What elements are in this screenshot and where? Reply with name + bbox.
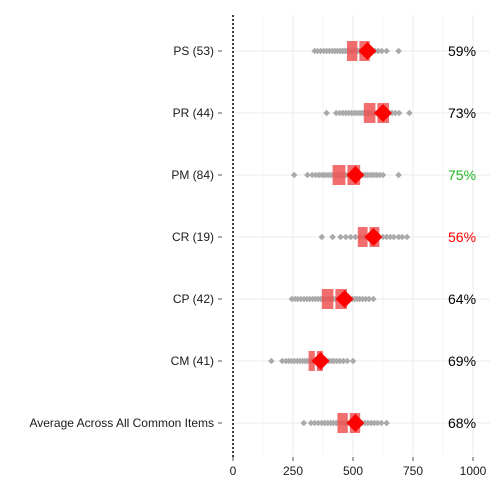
data-point <box>342 233 350 241</box>
percent-label: 59% <box>448 43 476 59</box>
interval-box-left <box>347 41 358 61</box>
data-point <box>386 233 394 241</box>
row-label: PR (44) <box>173 106 214 120</box>
mean-marker <box>346 166 365 184</box>
data-point <box>378 419 385 427</box>
data-point <box>379 233 387 241</box>
mean-marker <box>311 352 330 370</box>
data-point <box>340 357 347 365</box>
interval-box-left <box>337 413 348 433</box>
mean-marker <box>364 228 383 246</box>
data-point <box>304 171 311 179</box>
data-point <box>307 419 315 427</box>
data-point <box>347 233 354 241</box>
data-point <box>314 419 322 427</box>
axis-layer: 0 250 500 750 1000 <box>218 15 487 478</box>
data-point <box>332 109 340 117</box>
data-point <box>378 47 386 55</box>
data-point <box>308 171 316 179</box>
data-point <box>268 357 275 365</box>
data-point <box>365 295 373 303</box>
data-point <box>403 233 411 241</box>
data-point <box>370 419 378 427</box>
data-point <box>391 109 399 117</box>
data-point <box>362 295 370 303</box>
data-point <box>337 233 344 241</box>
data-point <box>336 357 344 365</box>
row-label: Average Across All Common Items <box>29 416 214 430</box>
data-point <box>395 233 402 241</box>
row-label: CR (19) <box>172 230 214 244</box>
data-point <box>395 171 402 179</box>
interval-box-left <box>321 289 334 309</box>
data-point <box>329 233 336 241</box>
mean-marker-layer <box>311 42 392 432</box>
data-point <box>379 171 387 179</box>
x-tick-label: 750 <box>403 464 423 478</box>
data-point <box>390 233 398 241</box>
row-label: CM (41) <box>171 354 214 368</box>
mean-marker <box>346 414 365 432</box>
x-tick-label: 500 <box>343 464 363 478</box>
x-tick-label: 0 <box>230 464 237 478</box>
data-point <box>383 419 390 427</box>
interval-box-left <box>357 227 368 247</box>
data-point <box>395 109 403 117</box>
data-point <box>278 357 286 365</box>
row-label: PM (84) <box>171 168 214 182</box>
data-point <box>395 47 402 55</box>
percent-label: 68% <box>448 415 476 431</box>
data-point <box>343 357 351 365</box>
data-point <box>352 233 359 241</box>
data-point <box>383 233 390 241</box>
data-point <box>406 109 413 117</box>
x-tick-label: 250 <box>283 464 303 478</box>
interval-box-left <box>363 103 376 123</box>
percent-label: 56% <box>448 229 476 245</box>
data-point <box>318 233 326 241</box>
data-point <box>374 47 382 55</box>
data-point <box>370 295 377 303</box>
percent-label: 73% <box>448 105 476 121</box>
interval-box-left <box>332 165 346 185</box>
data-point <box>374 419 381 427</box>
label-layer: PS (53) 59% PR (44) 73% PM (84) 75% CR (19) 56%… <box>29 43 476 431</box>
percent-label: 64% <box>448 291 476 307</box>
row-label: PS (53) <box>173 44 214 58</box>
data-point <box>311 419 318 427</box>
row-label: CP (42) <box>173 292 214 306</box>
data-point <box>398 233 406 241</box>
mean-marker <box>358 42 377 60</box>
percent-label: 75% <box>448 167 476 183</box>
data-point <box>383 47 390 55</box>
data-point <box>323 109 330 117</box>
data-point <box>290 171 298 179</box>
x-tick-label: 1000 <box>460 464 487 478</box>
mean-marker <box>335 290 354 308</box>
mean-marker <box>374 104 392 122</box>
percent-label: 69% <box>448 353 476 369</box>
data-point <box>300 419 308 427</box>
data-point <box>349 357 357 365</box>
